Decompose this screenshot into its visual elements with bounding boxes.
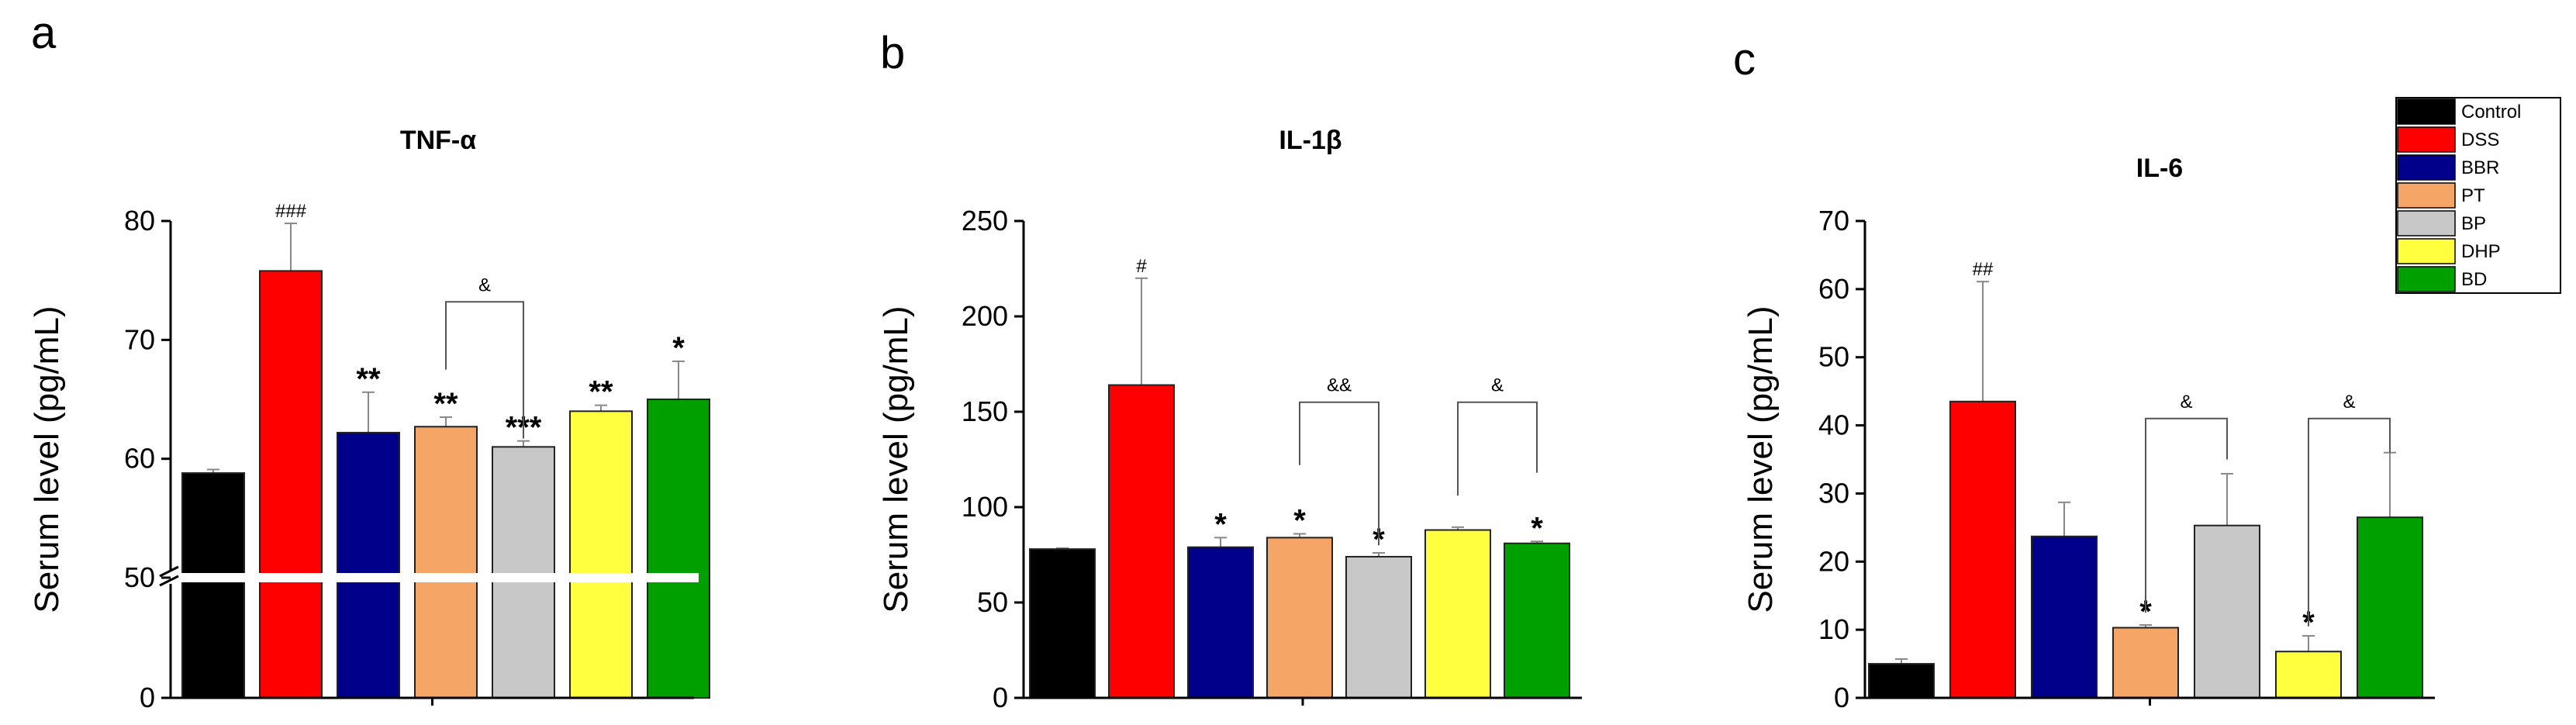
bar-bbr — [2031, 535, 2098, 699]
axis-break-mark — [159, 565, 179, 578]
legend: Control DSS BBR PT BP DHP BD — [2395, 97, 2561, 294]
axis-break-gap — [166, 573, 699, 582]
significance-label: ** — [356, 362, 381, 396]
comparison-label: && — [1327, 375, 1352, 396]
y-tick-label: 70 — [124, 323, 155, 355]
panel-letter: b — [880, 28, 905, 78]
y-tick-label: 50 — [1818, 341, 1849, 373]
bar-dhp — [569, 410, 633, 699]
legend-swatch — [2397, 154, 2456, 181]
y-tick-label: 30 — [1818, 477, 1849, 509]
comparison-bracket — [445, 301, 524, 439]
bar-bd — [1504, 542, 1570, 699]
y-axis-label: Serum level (pg/mL) — [1742, 306, 1780, 613]
comparison-label: & — [1491, 375, 1504, 396]
panel-letter: a — [31, 8, 57, 58]
axis-break-mark — [159, 575, 179, 587]
y-tick-label: 250 — [962, 205, 1008, 236]
significance-label: # — [1136, 256, 1147, 277]
bar-dhp — [2275, 651, 2342, 699]
significance-label: * — [1531, 511, 1543, 545]
legend-label: BD — [2461, 269, 2487, 290]
comparison-label: & — [478, 274, 491, 295]
comparison-bracket — [2145, 417, 2228, 613]
bar-bd — [647, 399, 710, 699]
legend-swatch — [2397, 98, 2456, 125]
legend-label: BBR — [2461, 157, 2499, 178]
bar-dhp — [1424, 529, 1491, 699]
legend-label: DHP — [2461, 241, 2501, 262]
significance-label: * — [1293, 503, 1306, 537]
legend-swatch — [2397, 210, 2456, 236]
bar-bp — [1345, 555, 1412, 699]
y-tick-label: 70 — [1818, 205, 1849, 236]
y-tick-label: 100 — [962, 491, 1008, 523]
significance-label: ## — [1973, 259, 1994, 280]
bar-bp — [2194, 524, 2260, 699]
chart-title: TNF-α — [400, 126, 476, 155]
bar-pt — [414, 426, 478, 699]
y-tick-label: 10 — [1818, 613, 1849, 645]
chart-title: IL-6 — [2136, 154, 2183, 183]
significance-label: ### — [275, 201, 307, 222]
legend-swatch — [2397, 126, 2456, 153]
legend-label: PT — [2461, 185, 2485, 206]
y-tick-label: 50 — [977, 586, 1008, 618]
legend-swatch — [2397, 182, 2456, 209]
y-tick-label: 200 — [962, 300, 1008, 332]
bar-dss — [259, 270, 323, 699]
y-tick-label: 0 — [993, 682, 1008, 713]
significance-label: * — [1214, 507, 1227, 541]
y-axis-label: Serum level (pg/mL) — [877, 306, 915, 613]
chart-title: IL-1β — [1279, 126, 1342, 155]
y-tick-label: 150 — [962, 395, 1008, 427]
significance-label: ** — [589, 375, 613, 409]
bar-bd — [2357, 516, 2423, 699]
comparison-bracket — [1299, 401, 1380, 546]
panel-letter: c — [1733, 34, 1756, 85]
y-tick-label: 80 — [124, 205, 155, 236]
legend-label: Control — [2461, 102, 2521, 123]
y-tick-label: 60 — [1818, 273, 1849, 305]
y-tick-label: 0 — [1834, 682, 1849, 713]
legend-label: BP — [2461, 213, 2486, 234]
comparison-bracket — [2308, 417, 2391, 627]
legend-swatch — [2397, 266, 2456, 292]
legend-label: DSS — [2461, 129, 2499, 150]
bar-control — [181, 472, 245, 699]
bar-bp — [492, 446, 555, 699]
bar-bbr — [337, 431, 400, 699]
bar-pt — [1266, 537, 1333, 699]
comparison-label: & — [2180, 392, 2192, 413]
bar-control — [1868, 663, 1935, 699]
legend-swatch — [2397, 238, 2456, 264]
comparison-bracket — [1457, 401, 1538, 496]
y-tick-label: 40 — [1818, 409, 1849, 441]
y-tick-label: 0 — [140, 682, 155, 713]
significance-label: * — [672, 331, 685, 365]
bar-control — [1029, 548, 1096, 699]
bar-dss — [1949, 400, 2016, 699]
significance-label: ** — [433, 387, 458, 421]
bar-pt — [2112, 627, 2179, 699]
y-axis-label: Serum level (pg/mL) — [28, 306, 66, 613]
bar-bbr — [1187, 546, 1254, 699]
y-tick-label: 50 — [124, 561, 155, 593]
y-tick-label: 60 — [124, 443, 155, 475]
y-tick-label: 20 — [1818, 545, 1849, 577]
bar-dss — [1108, 384, 1175, 699]
comparison-label: & — [2343, 392, 2355, 413]
